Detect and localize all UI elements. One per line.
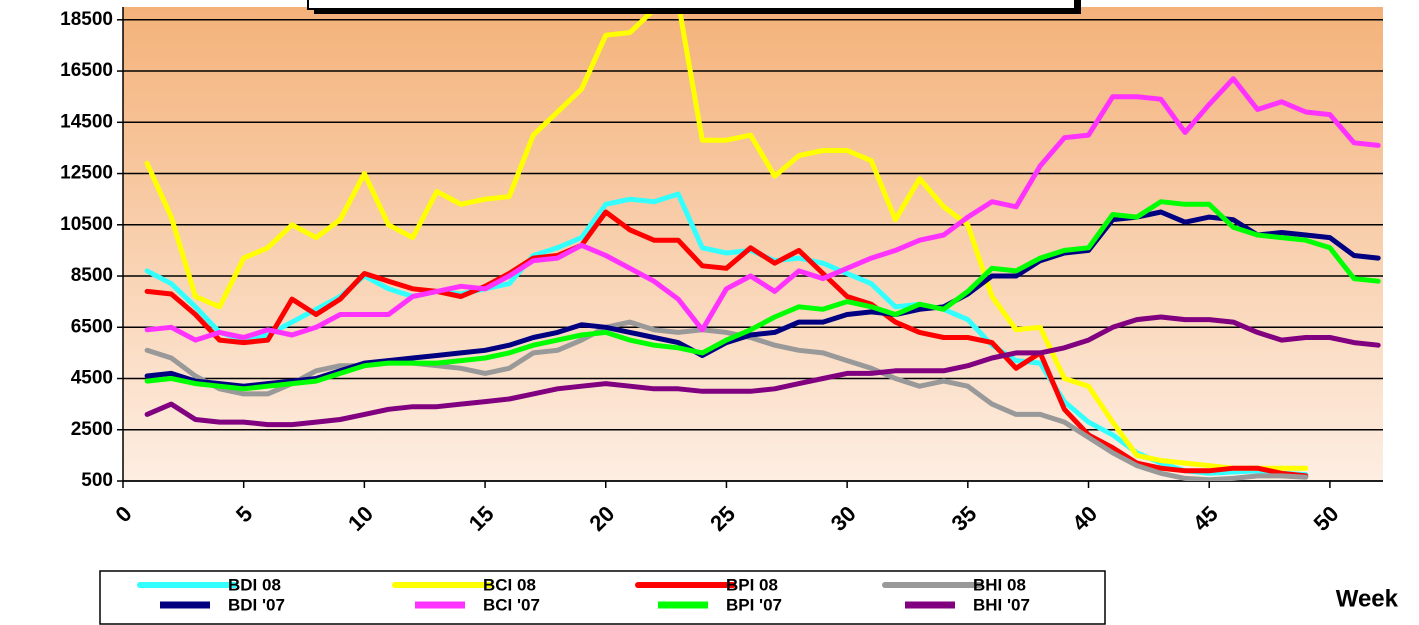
y-tick-label: 6500 (71, 316, 113, 337)
y-tick-label: 12500 (60, 163, 113, 184)
x-tick-label: 45 (1188, 501, 1223, 536)
x-tick-label: 10 (343, 501, 378, 536)
legend-label: BPI 08 (726, 575, 778, 594)
series-line (144, 314, 1381, 428)
legend-label: BHI 08 (973, 575, 1026, 594)
y-tick-label: 2500 (71, 419, 113, 440)
x-tick-label: 40 (1067, 501, 1102, 536)
legend (99, 570, 1106, 625)
series-line (144, 7, 1309, 471)
x-tick-label: 35 (946, 501, 981, 536)
series-line (144, 199, 1381, 392)
series-line (144, 209, 1309, 479)
y-tick-label: 16500 (60, 60, 113, 81)
legend-label: BCI '07 (483, 595, 540, 614)
legend-label: BCI 08 (483, 575, 536, 594)
x-tick-label: 50 (1309, 501, 1344, 536)
x-tick-label: 5 (231, 501, 257, 527)
x-tick-label: 15 (464, 501, 499, 536)
legend-label: BHI '07 (973, 595, 1030, 614)
x-tick-label: 25 (705, 501, 740, 536)
x-axis-label: Week (1336, 585, 1399, 612)
legend-label: BDI '07 (228, 595, 285, 614)
y-tick-label: 10500 (60, 214, 113, 235)
x-tick-label: 0 (110, 501, 136, 527)
y-tick-label: 4500 (71, 368, 113, 389)
series-line (144, 76, 1381, 343)
y-tick-label: 14500 (60, 111, 113, 132)
x-tick-label: 30 (826, 501, 861, 536)
legend-label: BPI '07 (726, 595, 782, 614)
x-tick-label: 20 (584, 501, 619, 536)
legend-label: BDI 08 (228, 575, 281, 594)
y-tick-label: 8500 (71, 265, 113, 286)
series-line (144, 319, 1309, 481)
title-box (307, 0, 1076, 10)
y-tick-label: 500 (81, 470, 113, 491)
y-tick-label: 18500 (60, 9, 113, 30)
plot-area (123, 7, 1383, 481)
